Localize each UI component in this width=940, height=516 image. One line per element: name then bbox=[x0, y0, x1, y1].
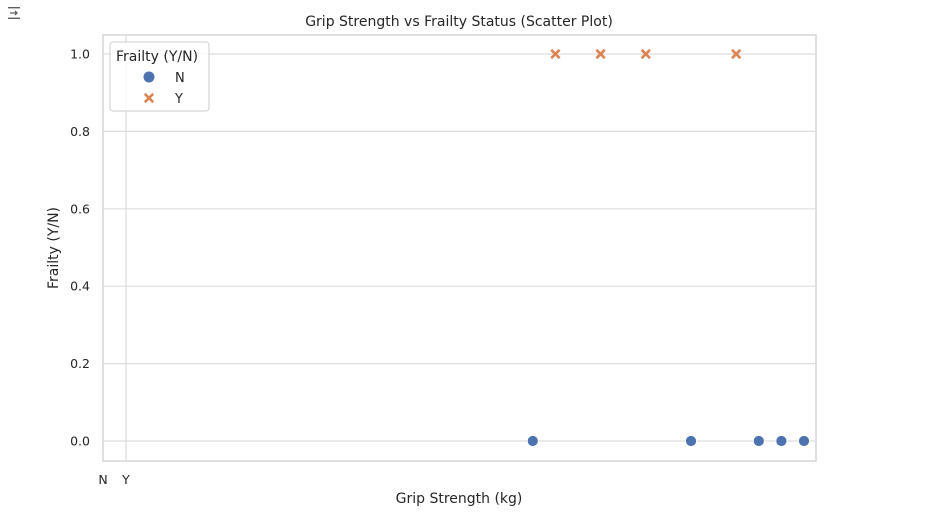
y-tick-labels: 0.0 0.2 0.4 0.6 0.8 1.0 bbox=[70, 47, 90, 449]
legend-marker-n bbox=[143, 71, 155, 83]
y-tick-label: 0.8 bbox=[70, 124, 90, 139]
data-point-n bbox=[798, 435, 810, 447]
legend-marker-y bbox=[143, 92, 155, 104]
data-point-n bbox=[752, 435, 765, 447]
y-tick-label: 0.4 bbox=[70, 279, 90, 294]
data-point-y bbox=[640, 48, 651, 60]
chart-title: Grip Strength vs Frailty Status (Scatter… bbox=[305, 14, 613, 30]
legend-label-y: Y bbox=[174, 92, 183, 107]
legend: Frailty (Y/N) N Y bbox=[109, 41, 210, 112]
x-tick-label: Y bbox=[121, 472, 130, 487]
data-point-n bbox=[685, 435, 697, 447]
x-axis-label: Grip Strength (kg) bbox=[396, 491, 523, 507]
data-point-n bbox=[775, 435, 788, 447]
y-tick-label: 0.0 bbox=[70, 434, 90, 449]
data-point-y bbox=[595, 48, 606, 60]
data-point-n bbox=[526, 435, 539, 447]
y-tick-label: 1.0 bbox=[70, 47, 90, 62]
expand-output-icon[interactable] bbox=[6, 5, 22, 21]
data-point-y bbox=[731, 48, 742, 60]
data-point-y bbox=[550, 48, 561, 60]
plot-area bbox=[102, 34, 817, 462]
y-tick-label: 0.2 bbox=[70, 356, 90, 371]
grid-lines bbox=[103, 35, 816, 461]
legend-title: Frailty (Y/N) bbox=[116, 49, 198, 65]
y-axis-label: Frailty (Y/N) bbox=[46, 207, 62, 289]
y-tick-label: 0.6 bbox=[70, 201, 90, 216]
data-points bbox=[526, 48, 810, 447]
legend-label-n: N bbox=[175, 71, 185, 86]
x-tick-label: N bbox=[98, 472, 107, 487]
legend-frame bbox=[109, 41, 210, 112]
